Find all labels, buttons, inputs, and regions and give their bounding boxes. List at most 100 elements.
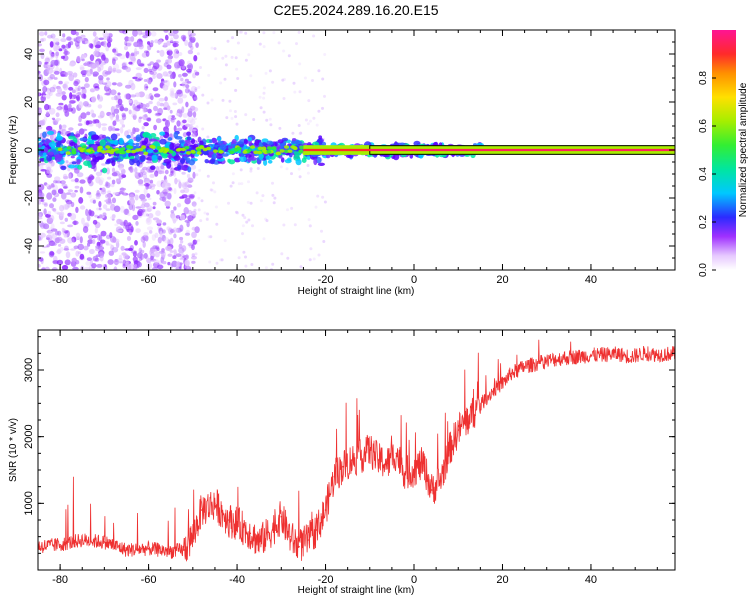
heatmap-cell (162, 71, 169, 77)
heatmap-cell (54, 119, 59, 123)
heatmap-cell (131, 109, 137, 117)
heatmap-cell (114, 118, 120, 122)
heatmap-cell (162, 84, 169, 91)
heatmap-cell (323, 200, 327, 204)
heatmap-cell (282, 97, 286, 100)
heatmap-cell (121, 114, 127, 121)
heatmap-cell (247, 218, 251, 222)
heatmap-cell (77, 123, 83, 127)
heatmap-cell (127, 36, 132, 42)
heatmap-cell (166, 162, 172, 169)
x-tick-label: -40 (229, 574, 245, 586)
heatmap-cell (195, 125, 199, 129)
heatmap-cell (147, 63, 152, 66)
heatmap-cell (99, 256, 104, 262)
heatmap-cell (49, 73, 55, 80)
heatmap-cell (112, 58, 116, 65)
heatmap-cell (84, 83, 90, 88)
heatmap-cell (49, 86, 56, 93)
heatmap-cell (38, 211, 44, 218)
heatmap-cell (134, 194, 139, 201)
heatmap-cell (121, 112, 126, 118)
heatmap-cell (58, 124, 62, 130)
heatmap-cell (97, 121, 102, 129)
heatmap-cell (159, 231, 163, 238)
heatmap-cell (97, 234, 101, 241)
snr-point (563, 357, 566, 359)
snr-point (333, 475, 336, 478)
heatmap-cell (234, 115, 238, 119)
heatmap-cell (159, 131, 166, 136)
heatmap-cell (41, 201, 48, 205)
heatmap-cell (97, 104, 103, 109)
heatmap-cell (64, 110, 70, 117)
heatmap-cell (146, 207, 152, 213)
heatmap-cell (317, 253, 321, 257)
heatmap-cell (106, 77, 110, 81)
heatmap-cell (87, 123, 94, 127)
snr-point (550, 359, 552, 361)
heatmap-cell (145, 50, 150, 57)
heatmap-cell (271, 181, 274, 185)
heatmap-cell (309, 224, 312, 228)
heatmap-cell (38, 125, 43, 130)
heatmap-cell (244, 113, 248, 117)
heatmap-cell (43, 79, 50, 86)
heatmap-cell (120, 150, 126, 155)
heatmap-cell (136, 160, 141, 167)
heatmap-cell (169, 250, 174, 253)
heatmap-cell (46, 192, 53, 200)
heatmap-cell (155, 245, 160, 250)
heatmap-cell (190, 164, 197, 170)
heatmap-cell (187, 30, 192, 37)
heatmap-cell (132, 103, 136, 111)
heatmap-cell (53, 77, 58, 80)
heatmap-cell (264, 266, 268, 270)
heatmap-cell (111, 172, 118, 177)
heatmap-cell (147, 41, 151, 45)
heatmap-cell (166, 64, 172, 70)
heatmap-cell (297, 124, 301, 127)
heatmap-cell (178, 59, 185, 67)
heatmap-cell (39, 232, 46, 238)
heatmap-cell (91, 235, 98, 239)
heatmap-cell (129, 165, 134, 173)
heatmap-cell (121, 174, 127, 179)
heatmap-cell (118, 166, 124, 171)
heatmap-cell (132, 30, 138, 37)
heatmap-cell (105, 241, 109, 246)
heatmap-cell (113, 170, 120, 177)
heatmap-cell (158, 250, 165, 254)
heatmap-cell (131, 250, 138, 254)
heatmap-cell (181, 171, 186, 175)
heatmap-cell (290, 206, 294, 210)
heatmap-cell (172, 102, 178, 106)
heatmap-cell (163, 188, 167, 196)
heatmap-cell (134, 240, 138, 246)
heatmap-cell (145, 86, 149, 89)
heatmap-cell (191, 129, 197, 132)
heatmap-cell (61, 227, 65, 233)
heatmap-cell (195, 173, 199, 177)
heatmap-cell (258, 95, 262, 99)
heatmap-cell (114, 128, 120, 131)
heatmap-cell (238, 30, 242, 34)
heatmap-cell (58, 243, 62, 247)
heatmap-cell (317, 162, 325, 166)
heatmap-cell (243, 216, 247, 220)
heatmap-cell (146, 262, 153, 269)
heatmap-cell (93, 88, 100, 92)
heatmap-cell (216, 137, 222, 141)
heatmap-cell (111, 179, 116, 185)
heatmap-cell (140, 236, 146, 243)
heatmap-cell (279, 165, 283, 169)
heatmap-cell (160, 165, 165, 170)
heatmap-cell (42, 94, 46, 98)
heatmap-cell (241, 232, 244, 236)
heatmap-cell (178, 139, 185, 144)
heatmap-cell (89, 248, 95, 255)
heatmap-cell (137, 261, 142, 268)
heatmap-cell (312, 34, 316, 38)
heatmap-cell (193, 131, 197, 135)
heatmap-cell (40, 38, 44, 42)
